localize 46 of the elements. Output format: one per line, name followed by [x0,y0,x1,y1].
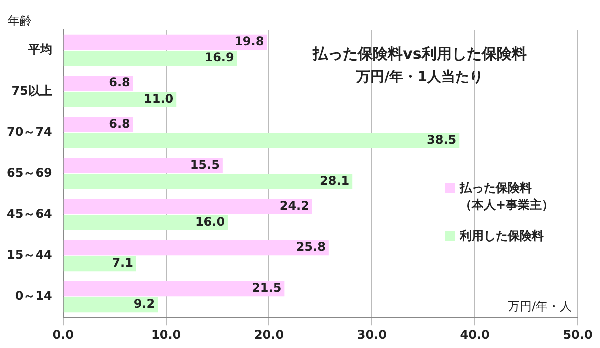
y-tick-label: 15～44 [6,248,52,262]
y-tick-label: 65～69 [6,166,52,180]
data-label: 11.0 [144,92,174,106]
bar [64,117,134,132]
data-label: 6.8 [109,116,130,131]
y-tick-label: 70～74 [6,124,52,139]
bar [64,281,285,297]
data-label: 15.5 [190,158,220,172]
bar [64,199,312,214]
y-tick-label: 75以上 [12,84,52,98]
x-axis-title: 万円/年・人 [508,300,572,314]
data-label: 28.1 [320,174,350,188]
data-label: 9.2 [134,297,156,312]
legend-label: 払った保険料（本人+事業主） [460,180,554,214]
x-tick-label: 0.0 [52,328,74,342]
bar [64,158,223,174]
data-label: 38.5 [427,132,457,147]
x-tick-label: 40.0 [460,328,490,342]
data-label: 19.8 [234,34,264,49]
y-tick-label: 45～64 [6,207,52,222]
bar [64,133,460,148]
data-label: 16.0 [195,215,226,230]
data-label: 6.8 [109,76,130,90]
data-label: 24.2 [280,199,310,213]
data-label: 16.9 [204,50,234,65]
data-label: 21.5 [252,281,282,296]
text: 払った保険料vs利用した保険料 [312,44,527,63]
data-label: 25.8 [296,240,326,254]
bar [64,92,177,108]
y-tick-label: 0～14 [15,289,52,304]
text: 万円/年・1人当たり [356,70,484,86]
bar [64,256,136,272]
x-tick-label: 20.0 [254,328,284,342]
bar [64,34,268,50]
x-tick-label: 30.0 [357,328,387,342]
y-axis-title: 年齢 [8,14,32,28]
x-tick-label: 50.0 [563,328,593,342]
bar [64,50,238,66]
y-tick-label: 平均 [27,42,52,57]
bar [64,297,158,313]
bar [64,215,228,231]
x-tick-label: 10.0 [152,328,182,342]
legend-label: 利用した保険料 [460,228,544,245]
bar [64,240,329,256]
bar [64,174,353,190]
data-label: 7.1 [112,256,134,270]
